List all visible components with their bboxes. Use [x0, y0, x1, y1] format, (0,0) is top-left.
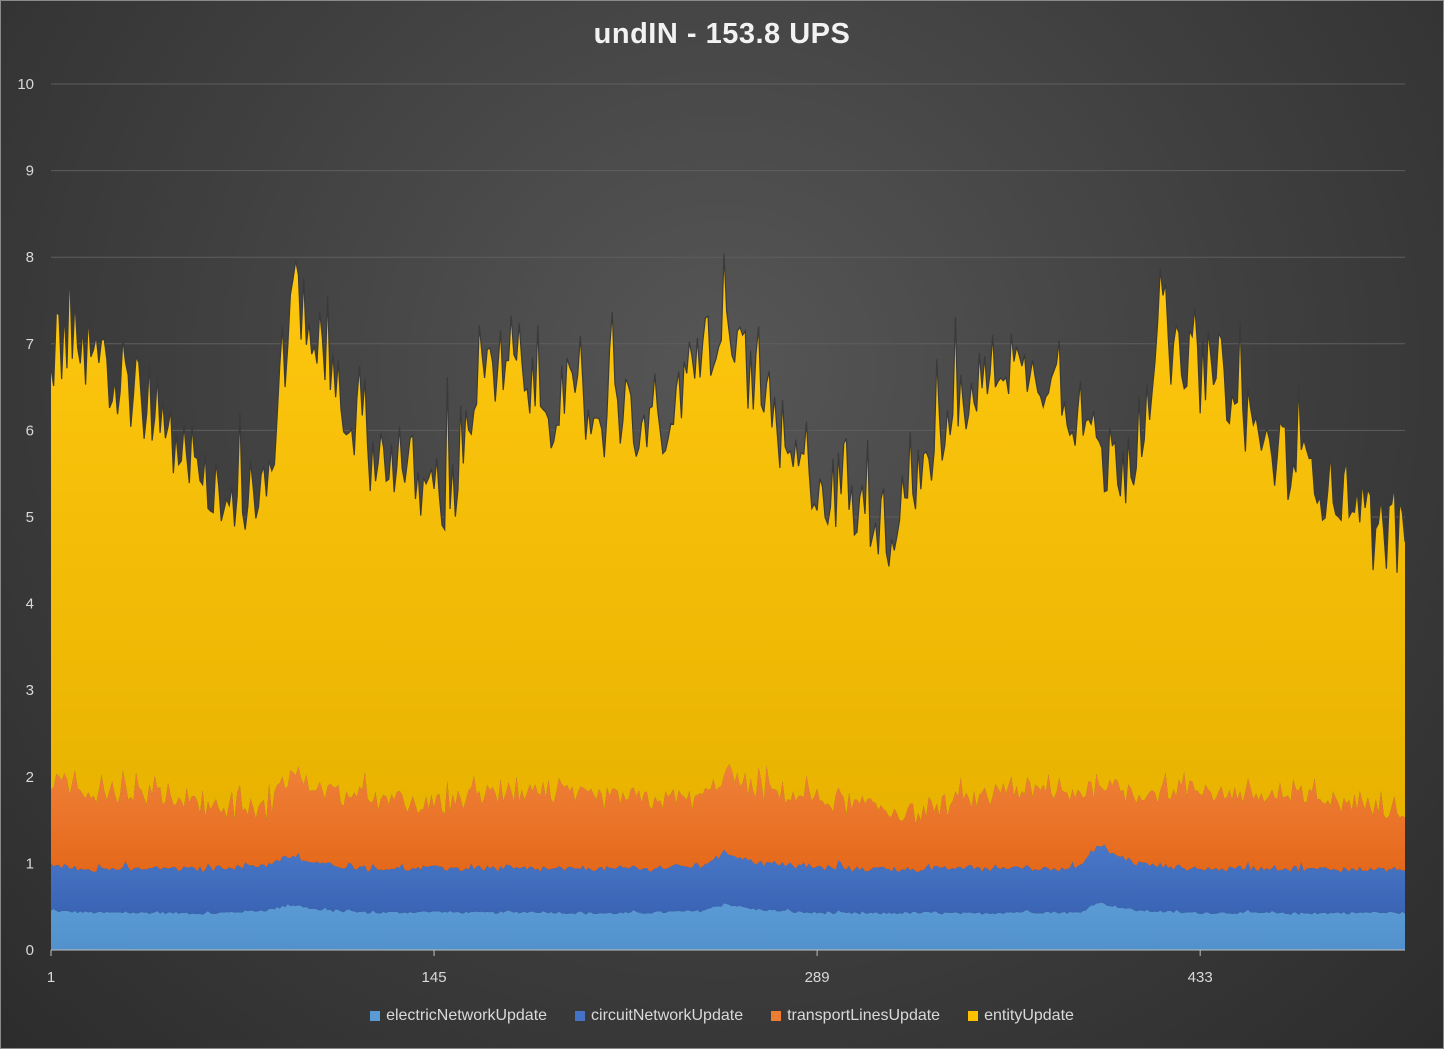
x-tick-label: 289 [805, 969, 830, 986]
area-series-transportLinesUpdate [51, 763, 1405, 873]
x-tick-label: 1 [47, 969, 55, 986]
y-tick-label: 6 [26, 422, 34, 439]
area-series-electricNetworkUpdate [51, 902, 1405, 950]
chart-title: undIN - 153.8 UPS [593, 18, 851, 50]
y-tick-label: 2 [26, 769, 34, 786]
y-tick-label: 4 [26, 596, 34, 613]
legend-swatch [771, 1011, 782, 1021]
legend-label: circuitNetworkUpdate [591, 1007, 744, 1024]
area-edge-entityUpdate [50, 253, 1406, 573]
area-series-entityUpdate [51, 253, 1405, 825]
y-tick-label: 1 [26, 855, 34, 872]
legend-item: electricNetworkUpdate [370, 1007, 547, 1025]
legend-swatch [968, 1011, 979, 1021]
y-tick-label: 10 [17, 76, 34, 93]
legend-item: circuitNetworkUpdate [575, 1007, 743, 1025]
y-tick-label: 5 [26, 509, 34, 526]
area-series-group [50, 253, 1406, 950]
x-tick-label: 145 [422, 969, 447, 986]
legend-item: transportLinesUpdate [771, 1007, 940, 1025]
legend-item: entityUpdate [968, 1007, 1074, 1025]
area-series-circuitNetworkUpdate [51, 844, 1405, 915]
y-tick-label: 3 [26, 682, 34, 699]
legend-label: electricNetworkUpdate [386, 1007, 548, 1024]
legend-label: transportLinesUpdate [787, 1007, 941, 1024]
y-tick-label: 8 [26, 249, 34, 266]
x-tick-label: 433 [1188, 969, 1213, 986]
y-tick-label: 7 [26, 336, 34, 353]
legend: electricNetworkUpdate circuitNetworkUpdat… [0, 1007, 1444, 1025]
legend-swatch [370, 1011, 381, 1021]
y-tick-label: 9 [26, 163, 34, 180]
legend-label: entityUpdate [984, 1007, 1074, 1024]
legend-swatch [575, 1011, 586, 1021]
y-tick-label: 0 [26, 942, 34, 959]
